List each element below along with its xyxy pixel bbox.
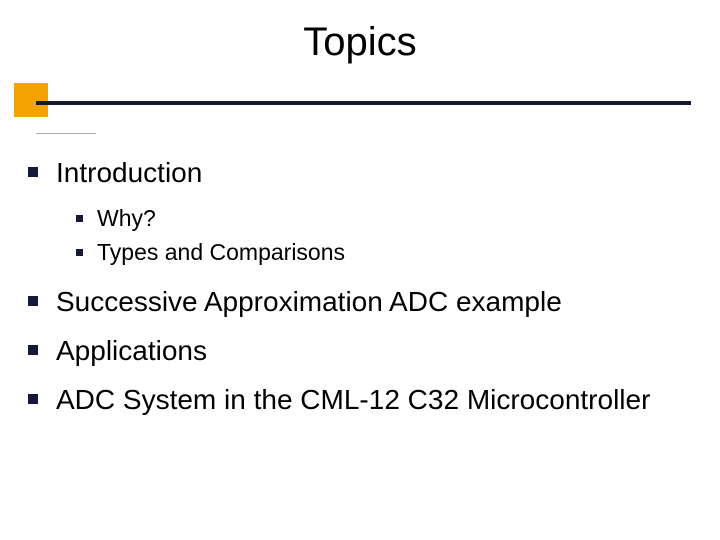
square-bullet-icon	[28, 167, 38, 177]
list-item: Applications	[28, 333, 698, 368]
square-bullet-icon	[76, 215, 83, 222]
list-item-label: Introduction	[56, 155, 202, 190]
list-item-label: Applications	[56, 333, 207, 368]
list-item: ADC System in the CML-12 C32 Microcontro…	[28, 382, 698, 417]
square-bullet-icon	[28, 345, 38, 355]
list-item: Why?	[76, 204, 698, 234]
slide: Topics Introduction Why? Types and Compa…	[0, 0, 720, 540]
list-item-label: Why?	[97, 204, 156, 234]
slide-title: Topics	[0, 20, 720, 65]
slide-body: Introduction Why? Types and Comparisons …	[28, 155, 698, 431]
accent-square	[14, 83, 48, 117]
title-underline-thin	[36, 133, 96, 134]
list-item-label: ADC System in the CML-12 C32 Microcontro…	[56, 382, 650, 417]
list-item-label: Successive Approximation ADC example	[56, 284, 562, 319]
square-bullet-icon	[76, 249, 83, 256]
square-bullet-icon	[28, 394, 38, 404]
list-item-label: Types and Comparisons	[97, 238, 345, 268]
square-bullet-icon	[28, 296, 38, 306]
list-item: Introduction	[28, 155, 698, 190]
title-underline	[36, 101, 691, 105]
list-item: Successive Approximation ADC example	[28, 284, 698, 319]
list-item: Types and Comparisons	[76, 238, 698, 268]
